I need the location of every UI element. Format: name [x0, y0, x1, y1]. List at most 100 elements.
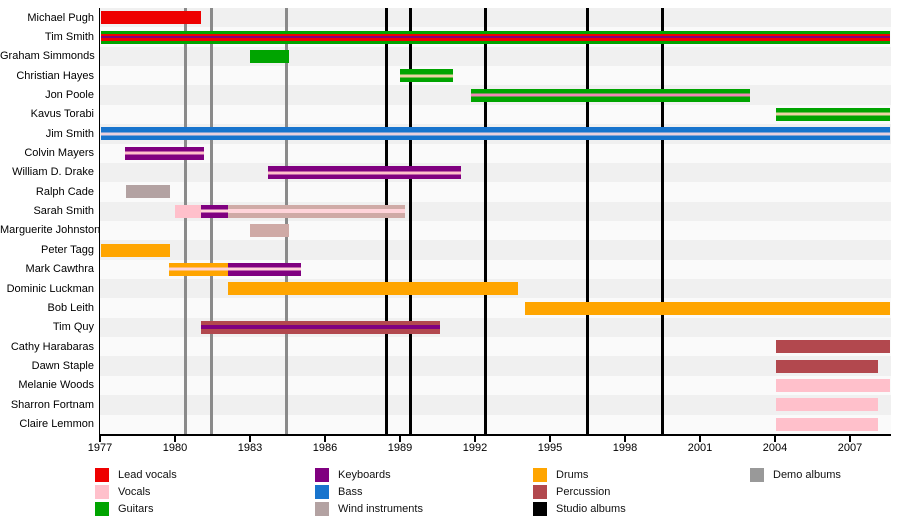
row-background [100, 8, 891, 28]
legend-swatch-bass [315, 484, 329, 499]
row-background [100, 66, 891, 86]
timeline-bar [101, 127, 890, 141]
x-axis-label: 2001 [687, 441, 713, 454]
legend-swatch-keyboards [315, 467, 329, 482]
x-axis-label: 2004 [762, 441, 788, 454]
bar-stripe [101, 132, 890, 136]
timeline-bar [227, 204, 405, 218]
legend-swatch-percussion [533, 484, 547, 499]
x-axis-tick [99, 435, 101, 442]
timeline-bar [776, 398, 878, 412]
row-background [100, 240, 891, 260]
row-background [100, 162, 891, 183]
timeline-bar [776, 107, 890, 121]
bar-stripe [101, 36, 890, 39]
timeline-bar [125, 146, 204, 160]
member-label: Tim Smith [44, 30, 94, 43]
legend-swatch-wind [315, 501, 329, 516]
member-label: Claire Lemmon [19, 418, 94, 431]
member-label: Colvin Mayers [24, 147, 94, 160]
bar-stripe [168, 267, 228, 271]
x-axis-tick [249, 435, 251, 442]
member-label: Christian Hayes [16, 69, 94, 82]
studio-album-line [483, 8, 487, 434]
row-background [100, 337, 891, 357]
bar-stripe [227, 209, 405, 214]
timeline-bar [776, 340, 890, 354]
legend-label: Keyboards [338, 468, 391, 481]
demo-album-line [183, 8, 187, 434]
member-label: Jim Smith [45, 127, 94, 140]
member-label: Michael Pugh [27, 11, 94, 24]
legend-item: Guitars [95, 501, 153, 516]
member-label: Dominic Luckman [6, 282, 94, 295]
demo-album-line [209, 8, 213, 434]
x-axis-label: 1986 [312, 441, 338, 454]
timeline-bar [250, 224, 289, 238]
timeline-bar [227, 282, 518, 296]
timeline-bar [776, 379, 890, 393]
row-background [100, 356, 891, 376]
member-label: Cathy Harabaras [10, 340, 94, 353]
legend-item: Drums [533, 467, 588, 482]
x-axis-label: 1998 [612, 441, 638, 454]
legend-label: Percussion [556, 485, 611, 498]
row-background [100, 414, 891, 434]
member-label: William D. Drake [12, 166, 94, 179]
bar-stripe [201, 325, 440, 330]
member-label: Melanie Woods [18, 379, 94, 392]
x-axis-label: 1995 [537, 441, 563, 454]
legend-label: Guitars [118, 502, 154, 515]
legend-item: Lead vocals [95, 467, 177, 482]
timeline-bar [227, 262, 302, 276]
x-axis-tick [324, 435, 326, 442]
member-label: Mark Cawthra [25, 263, 94, 276]
bar-stripe [125, 151, 204, 155]
legend-label: Bass [338, 485, 363, 498]
x-axis-tick [849, 435, 851, 442]
timeline-bar [776, 359, 878, 373]
row-background [100, 375, 891, 396]
timeline-bar [126, 185, 170, 199]
x-axis-tick [399, 435, 401, 442]
legend-label: Drums [556, 468, 589, 481]
x-axis-label: 1980 [162, 441, 188, 454]
legend-item: Vocals [95, 484, 150, 499]
timeline-bar [168, 262, 228, 276]
timeline-bar [267, 166, 462, 180]
x-axis-tick [699, 435, 701, 442]
member-label: Peter Tagg [40, 243, 94, 256]
bar-stripe [471, 93, 750, 97]
legend-swatch-guitars [95, 501, 109, 516]
legend-item: Demo albums [750, 467, 841, 482]
x-axis-tick [624, 435, 626, 442]
row-background [100, 143, 891, 163]
x-axis-tick [474, 435, 476, 442]
bar-stripe [201, 209, 228, 213]
legend-swatch-demo [750, 467, 764, 482]
legend-swatch-lead-vocals [95, 467, 109, 482]
x-axis-line [99, 433, 891, 436]
legend-label: Lead vocals [118, 468, 177, 481]
legend-swatch-studio [533, 501, 547, 516]
legend-item: Keyboards [315, 467, 391, 482]
studio-album-line [586, 8, 589, 434]
x-axis-label: 1977 [87, 441, 113, 454]
legend-label: Vocals [118, 485, 151, 498]
legend-item: Studio albums [533, 501, 626, 516]
timeline-bar [471, 88, 750, 102]
legend-item: Bass [315, 484, 362, 499]
x-axis-label: 2007 [837, 441, 863, 454]
legend-item: Percussion [533, 484, 610, 499]
timeline-bar [525, 301, 890, 315]
timeline-bar [101, 11, 202, 25]
x-axis-label: 1983 [237, 441, 263, 454]
timeline-bar [101, 243, 170, 257]
row-background [100, 220, 891, 241]
timeline-bar [201, 320, 440, 334]
timeline-bar [400, 69, 453, 83]
row-background [100, 104, 891, 125]
member-label: Marguerite Johnston [0, 224, 101, 237]
timeline-bar [101, 30, 890, 44]
